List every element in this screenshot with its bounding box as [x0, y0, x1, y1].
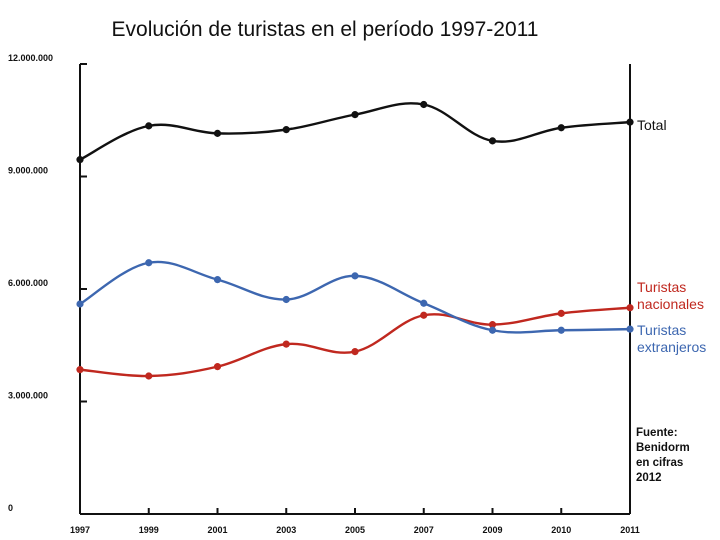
series-label-nacionales: Turistas — [637, 279, 686, 295]
x-tick-label: 2011 — [620, 525, 640, 535]
data-point-total — [488, 137, 497, 145]
data-point-nacionales — [145, 372, 153, 380]
data-point-nacionales — [282, 340, 290, 348]
data-point-extranjeros — [557, 326, 565, 334]
x-tick-label: 2010 — [551, 525, 571, 535]
series-label-nacionales: nacionales — [637, 296, 704, 312]
data-point-total — [420, 100, 428, 109]
axes: 0 3.000.000 6.000.000 9.000.000 12.000.000 19… — [8, 53, 640, 535]
x-tick-label: 2009 — [482, 525, 502, 535]
data-point-total — [557, 124, 565, 132]
data-point-nacionales — [213, 363, 222, 371]
data-point-total — [282, 126, 290, 134]
y-tick-label: 3.000.000 — [8, 391, 48, 401]
series-line-nacionales — [79, 306, 631, 378]
chart-title: Evolución de turistas en el período 1997… — [111, 18, 539, 41]
series-label-extranjeros: extranjeros — [637, 339, 706, 355]
data-point-total — [626, 118, 634, 126]
series-points — [76, 100, 634, 380]
data-point-nacionales — [488, 321, 497, 329]
series-labels: TotalTuristasnacionalesTuristasextranjer… — [637, 117, 706, 355]
x-tick-label: 2003 — [276, 525, 296, 535]
source-line: en cifras — [636, 457, 683, 469]
data-point-total — [351, 111, 359, 119]
y-tick-label: 0 — [8, 503, 13, 513]
source-line: Fuente: — [636, 427, 678, 439]
x-tick-label: 1999 — [139, 525, 159, 535]
y-tick-label: 12.000.000 — [8, 53, 53, 63]
x-tick-label: 2005 — [345, 525, 365, 535]
data-point-extranjeros — [351, 272, 359, 280]
data-point-extranjeros — [488, 326, 497, 334]
series-lines — [79, 102, 631, 378]
data-point-extranjeros — [76, 300, 84, 308]
data-point-extranjeros — [213, 276, 222, 284]
source-note: Fuente: Benidorm en cifras 2012 — [636, 427, 690, 484]
source-line: 2012 — [636, 472, 662, 484]
x-tick-label: 2001 — [207, 525, 227, 535]
data-point-total — [76, 156, 84, 164]
series-label-total: Total — [637, 117, 667, 133]
data-point-nacionales — [557, 309, 565, 317]
data-point-extranjeros — [282, 295, 290, 304]
y-tick-label: 6.000.000 — [8, 278, 48, 288]
x-tick-label: 1997 — [70, 525, 90, 535]
data-point-extranjeros — [145, 259, 153, 267]
data-point-total — [145, 122, 153, 130]
data-point-extranjeros — [626, 325, 634, 333]
source-line: Benidorm — [636, 442, 690, 454]
data-point-nacionales — [626, 304, 634, 312]
data-point-total — [213, 129, 222, 137]
data-point-extranjeros — [420, 299, 428, 307]
data-point-nacionales — [420, 311, 428, 319]
y-tick-label: 9.000.000 — [8, 166, 48, 176]
data-point-nacionales — [351, 348, 359, 356]
data-point-nacionales — [76, 366, 84, 374]
series-label-extranjeros: Turistas — [637, 322, 686, 338]
x-tick-label: 2007 — [414, 525, 434, 535]
